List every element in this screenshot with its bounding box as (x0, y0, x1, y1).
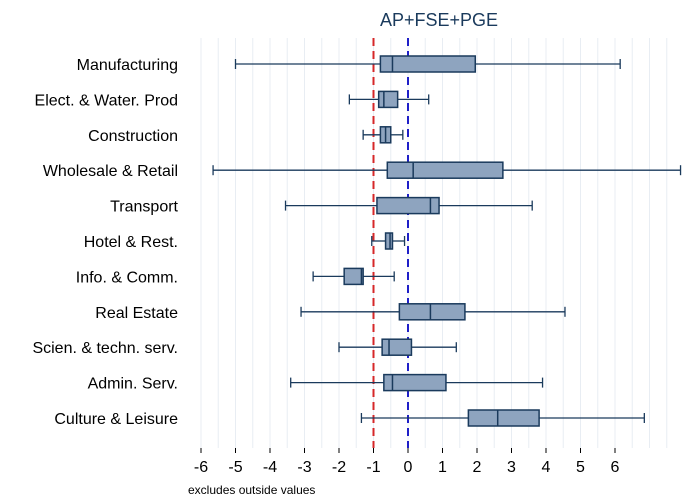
x-tick-label: 5 (576, 459, 585, 476)
x-tick-label: -5 (228, 459, 242, 476)
category-label: Info. & Comm. (76, 269, 178, 286)
box (467, 409, 540, 427)
category-label: Elect. & Water. Prod (35, 92, 178, 109)
box-group (348, 90, 430, 109)
category-label: Scien. & techn. serv. (32, 340, 178, 357)
boxes (212, 55, 682, 427)
category-label: Hotel & Rest. (84, 234, 178, 251)
box (398, 303, 466, 321)
x-tick-label: 6 (611, 459, 620, 476)
x-tick-label: 4 (542, 459, 551, 476)
box-group (360, 409, 645, 427)
x-tick-label: -4 (263, 459, 277, 476)
x-tick-label: -3 (297, 459, 311, 476)
box-group (234, 55, 621, 73)
category-label: Wholesale & Retail (43, 163, 178, 180)
x-tick-label: -6 (194, 459, 208, 476)
box (343, 267, 364, 286)
x-tick-label: -1 (366, 459, 380, 476)
box-group (212, 161, 682, 179)
category-label: Culture & Leisure (54, 411, 178, 428)
x-tick-label: 0 (404, 459, 413, 476)
box (386, 161, 504, 179)
box-group (290, 373, 544, 392)
box (379, 55, 477, 73)
box (384, 232, 394, 250)
category-labels: Manufacturing Elect. & Water. Prod Constru… (32, 57, 178, 428)
box (383, 373, 447, 392)
category-label: Admin. Serv. (88, 376, 178, 393)
category-label: Construction (88, 128, 178, 145)
box (381, 338, 413, 356)
category-label: Real Estate (95, 305, 178, 322)
x-tick-label: 3 (507, 459, 516, 476)
box-group (284, 196, 533, 215)
box (377, 90, 399, 109)
box-group (312, 267, 395, 286)
x-axis: -6 -5 -4 -3 -2 -1 0 1 2 3 4 5 6 (194, 448, 620, 476)
x-tick-label: -2 (332, 459, 346, 476)
box (376, 196, 440, 215)
x-tick-label: 1 (438, 459, 447, 476)
category-label: Transport (110, 199, 178, 216)
chart-title: AP+FSE+PGE (380, 10, 498, 30)
footnote: excludes outside values (188, 483, 315, 497)
box-group (300, 303, 566, 321)
box-group (371, 232, 406, 250)
category-label: Manufacturing (77, 57, 178, 74)
box-group (338, 338, 457, 356)
x-tick-label: 2 (473, 459, 482, 476)
box-group (362, 126, 404, 144)
